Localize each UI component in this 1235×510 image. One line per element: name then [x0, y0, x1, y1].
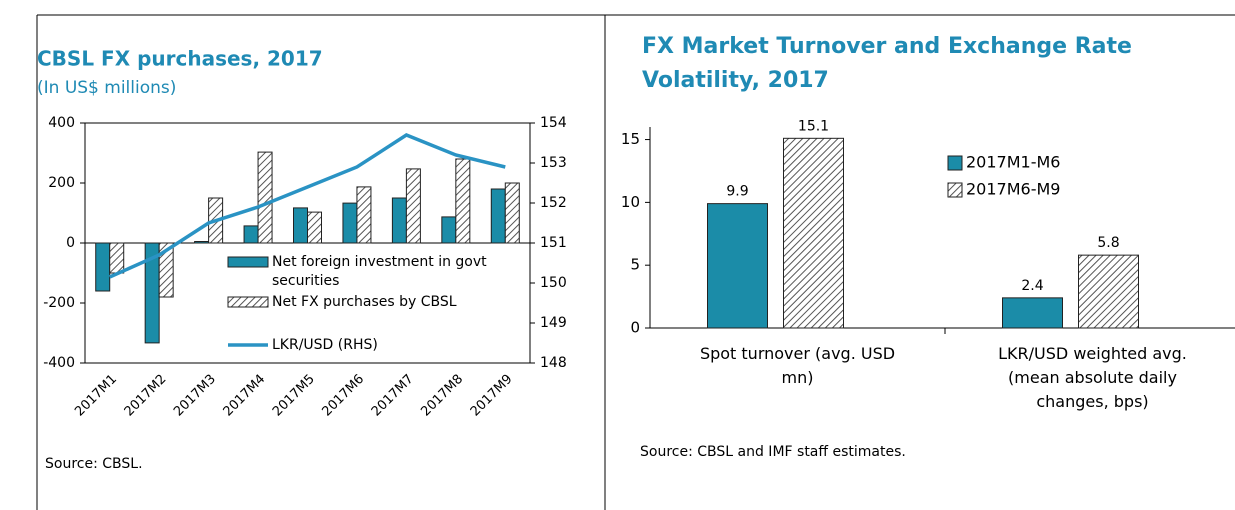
value-label: 15.1 — [798, 118, 829, 134]
bar — [405, 168, 421, 244]
value-label: 9.9 — [726, 184, 748, 200]
y-tick-label: 400 — [48, 115, 75, 131]
x-tick-label: 2017M6 — [319, 372, 367, 420]
y-tick-label: 0 — [630, 319, 640, 337]
x-tick-label: 2017M7 — [369, 372, 417, 420]
bar — [455, 158, 471, 244]
bar — [243, 225, 259, 244]
value-label: 2.4 — [1021, 278, 1043, 294]
bar — [1002, 297, 1063, 329]
y2-tick-label: 149 — [540, 315, 567, 331]
y-tick-label: 0 — [66, 235, 75, 251]
source: Source: CBSL. — [45, 456, 143, 472]
y-tick-label: -200 — [43, 295, 75, 311]
chart-title: CBSL FX purchases, 2017 — [37, 47, 323, 71]
source: Source: CBSL and IMF staff estimates. — [640, 444, 906, 460]
y-tick-label: 200 — [48, 175, 75, 191]
chart-title: FX Market Turnover and Exchange Rate Vol… — [642, 34, 1132, 93]
x-tick-label: LKR/USD weighted avg. (mean absolute dai… — [998, 344, 1187, 411]
legend-swatch — [227, 296, 269, 308]
y-tick-label: 10 — [621, 193, 640, 211]
bar — [95, 242, 111, 292]
legend-swatch — [947, 155, 963, 171]
bar — [356, 186, 372, 244]
y2-tick-label: 152 — [540, 195, 567, 211]
y2-tick-label: 154 — [540, 115, 567, 131]
bar — [109, 242, 125, 274]
bar — [504, 182, 520, 244]
x-tick-label: Spot turnover (avg. USD mn) — [699, 344, 896, 387]
bar — [307, 211, 322, 244]
y-tick-label: -400 — [43, 355, 75, 371]
x-tick-label: 2017M5 — [270, 372, 318, 420]
legend-swatch — [227, 256, 269, 268]
x-tick-label: 2017M8 — [418, 372, 466, 420]
legend-label: 2017M1-M6 — [966, 153, 1060, 172]
x-tick-label: 2017M4 — [221, 372, 269, 420]
x-tick-label: 2017M9 — [468, 372, 516, 420]
y2-tick-label: 153 — [540, 155, 567, 171]
bar — [783, 137, 844, 329]
bar — [1078, 254, 1139, 329]
y-tick-label: 15 — [621, 130, 640, 148]
bar — [194, 241, 210, 244]
bar — [441, 216, 457, 244]
bar — [490, 188, 506, 244]
legend-label: Net foreign investment in govt securitie… — [272, 254, 487, 289]
legend-swatch — [947, 182, 963, 198]
x-tick-label: 2017M1 — [72, 372, 120, 420]
x-tick-label: 2017M2 — [122, 372, 170, 420]
bar — [391, 197, 407, 244]
bar — [257, 151, 273, 244]
legend-label: Net FX purchases by CBSL — [272, 294, 457, 310]
bar — [293, 207, 308, 244]
y-tick-label: 5 — [630, 256, 640, 274]
chart-subtitle: (In US$ millions) — [37, 78, 176, 98]
value-label: 5.8 — [1097, 235, 1119, 251]
legend-label: 2017M6-M9 — [966, 180, 1060, 199]
y2-tick-label: 148 — [540, 355, 567, 371]
bar — [707, 203, 768, 329]
x-tick-label: 2017M3 — [171, 372, 219, 420]
line — [109, 133, 506, 279]
legend-label: LKR/USD (RHS) — [272, 337, 378, 353]
y2-tick-label: 151 — [540, 235, 567, 251]
bar — [158, 242, 174, 298]
bar — [342, 202, 358, 244]
y2-tick-label: 150 — [540, 275, 567, 291]
